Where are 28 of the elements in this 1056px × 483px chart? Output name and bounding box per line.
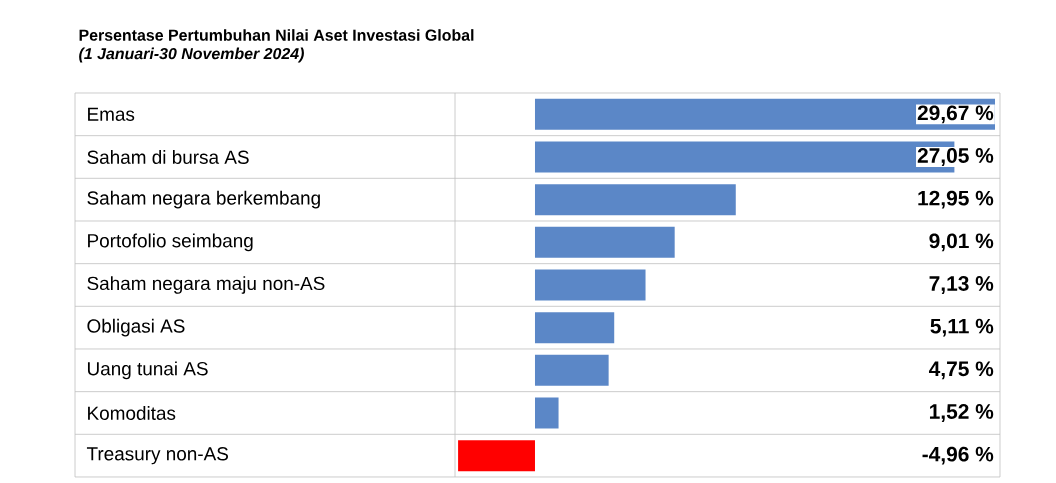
text: (1 Januari-30 November 2024) — [79, 47, 304, 63]
bar — [458, 440, 535, 472]
y-tick-label: Saham negara maju non-AS — [87, 276, 325, 294]
data-label: 12,95 % — [918, 190, 994, 209]
y-tick-label: Obligasi AS — [87, 318, 185, 337]
data-label: 4,75 % — [928, 361, 994, 380]
bar — [534, 312, 615, 344]
data-label: 9,01 % — [929, 233, 994, 252]
bar — [534, 354, 609, 386]
bar — [534, 269, 646, 301]
y-tick-label: Saham di bursa AS — [87, 150, 249, 164]
y-tick-label: Komoditas — [88, 406, 176, 420]
data-label: -4,96 % — [922, 446, 994, 465]
y-tick-label: Saham negara berkembang — [87, 190, 320, 209]
bar — [534, 397, 559, 429]
y-tick-label: Treasury non-AS — [86, 447, 228, 465]
bar — [534, 226, 675, 258]
bar — [534, 98, 996, 130]
data-label: 7,13 % — [929, 276, 994, 294]
data-label: 1,52 % — [929, 404, 994, 422]
data-label: 27,05 % — [917, 148, 994, 166]
text: Persentase Pertumbuhan Nilai Aset Investasi Global — [79, 29, 474, 41]
bar — [534, 184, 736, 216]
data-label: 29,67 % — [917, 105, 994, 124]
data-label: 5,11 % — [930, 318, 994, 337]
y-tick-label: Portofolio seimbang — [88, 233, 253, 252]
y-tick-label: Emas — [88, 107, 135, 121]
y-tick-label: Uang tunai AS — [87, 361, 208, 380]
